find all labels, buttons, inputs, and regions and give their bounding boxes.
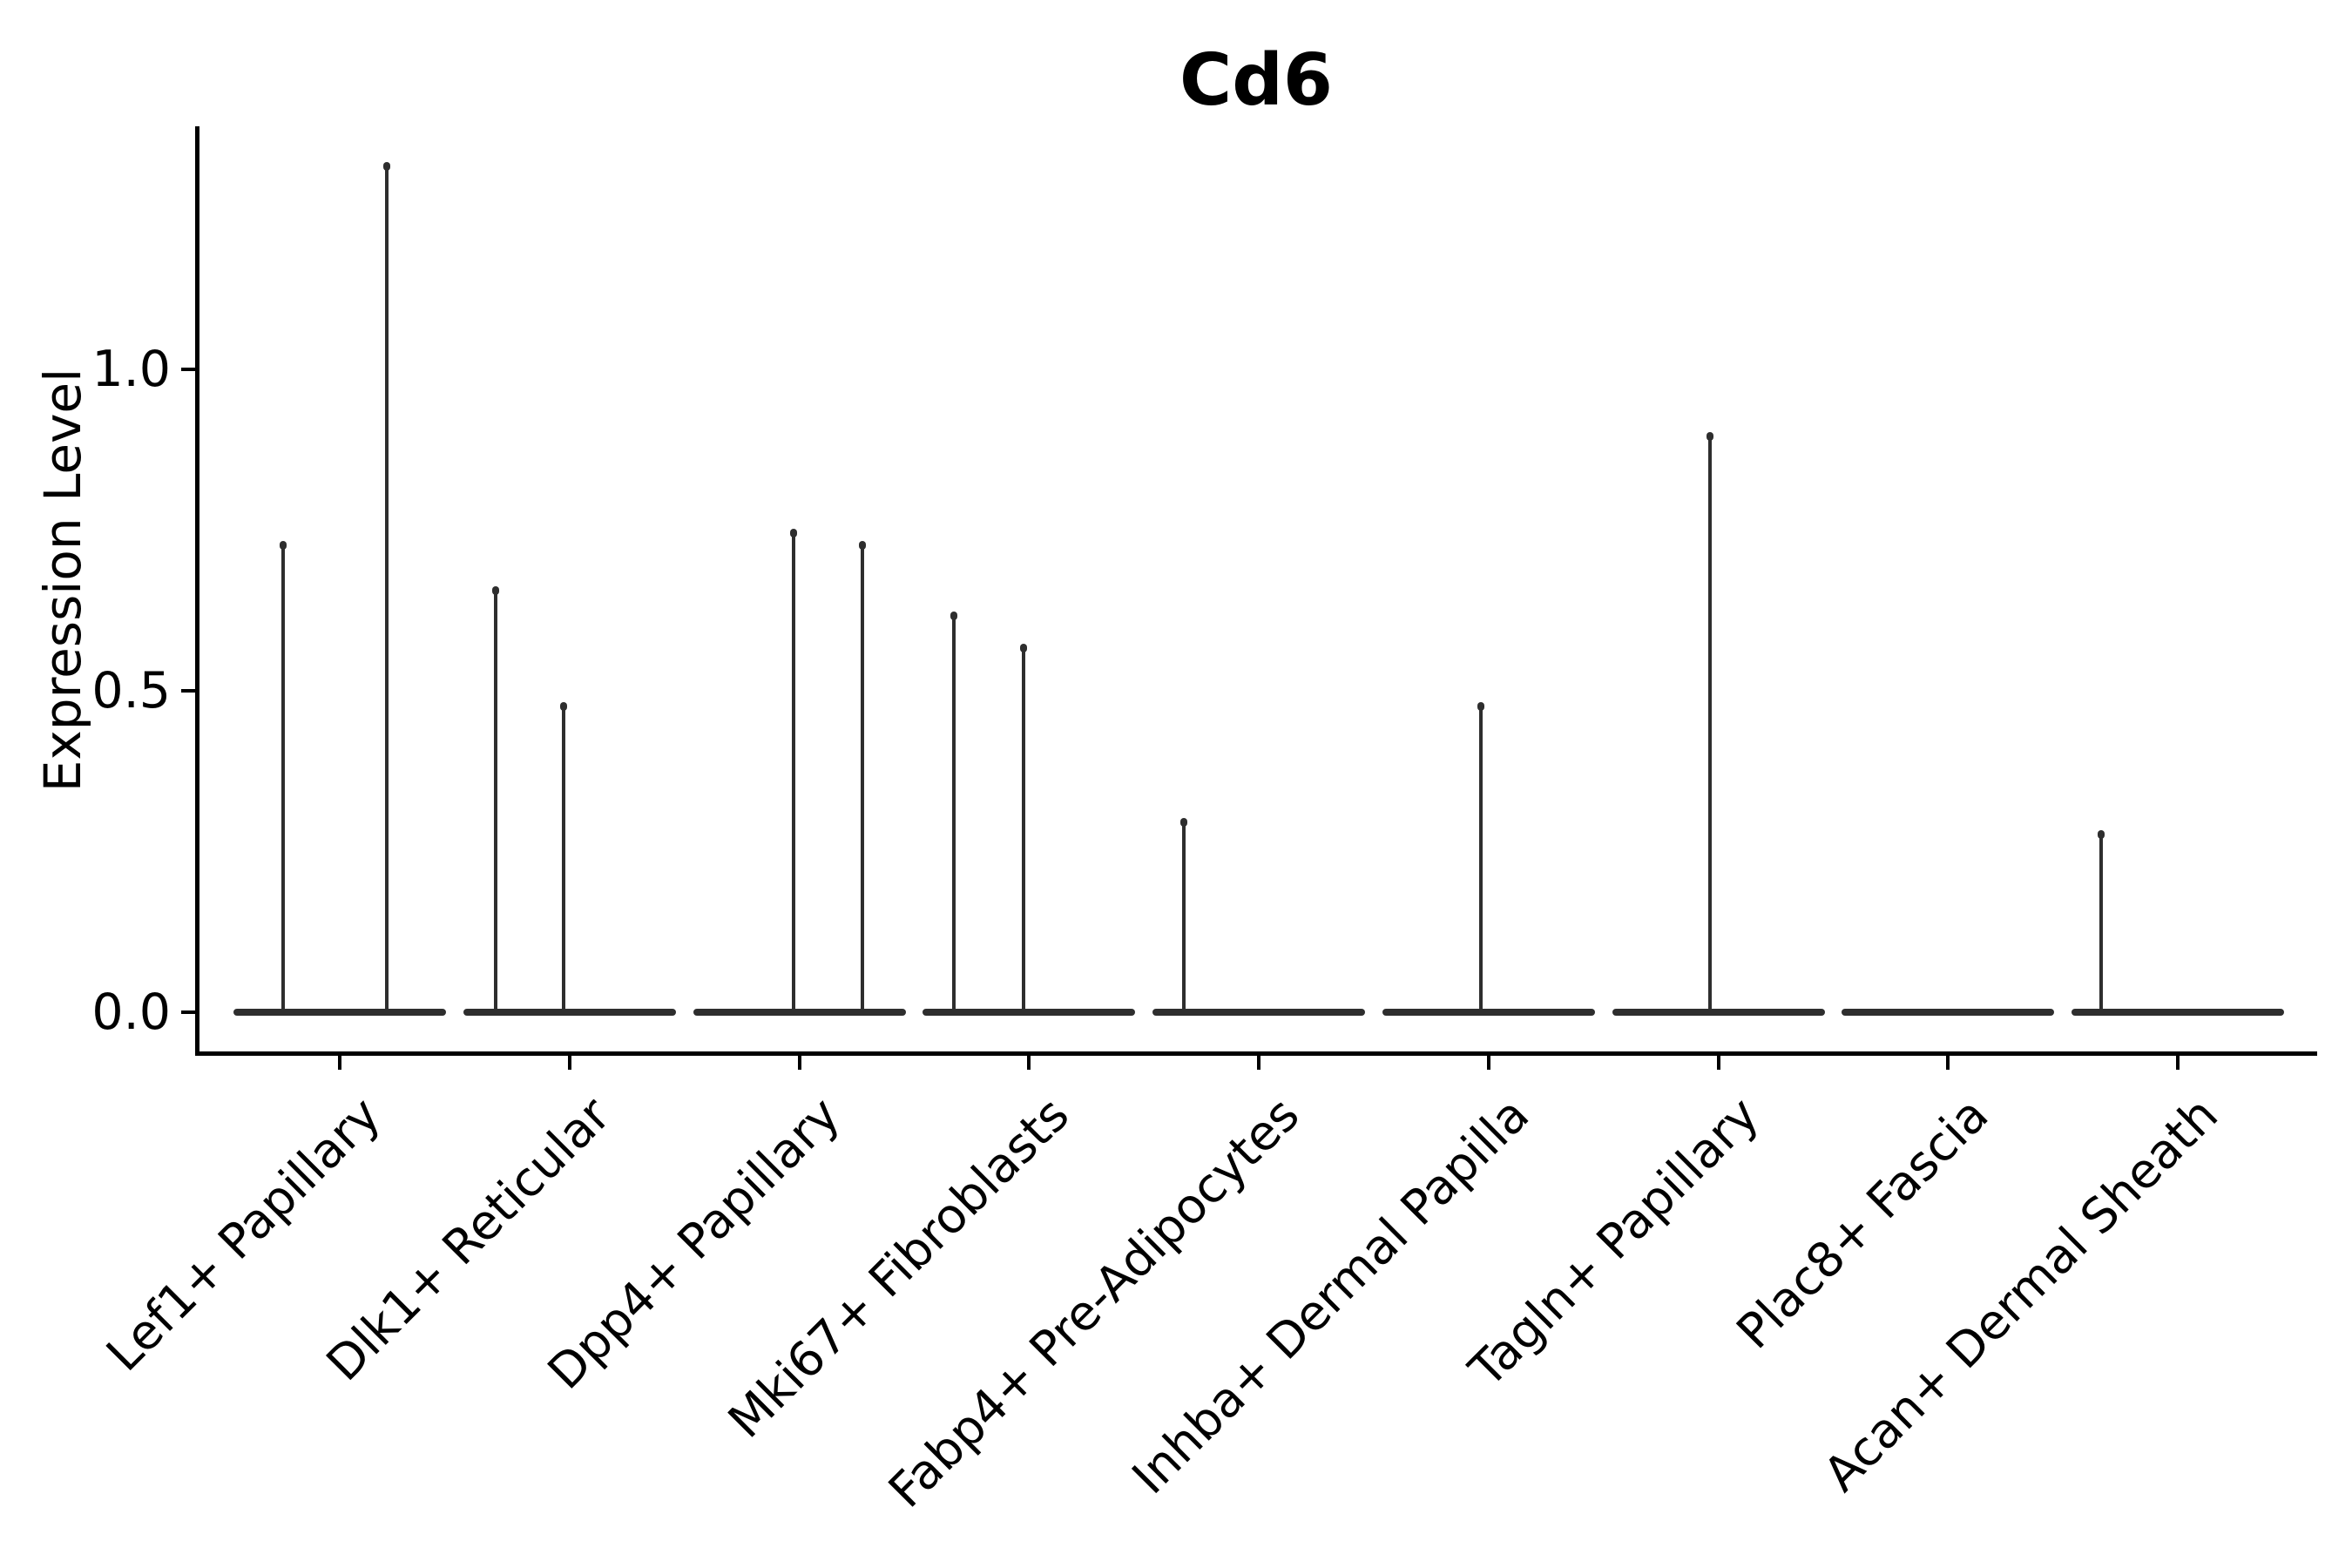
y-axis-spine — [195, 126, 199, 1056]
violin-spike-tip — [1706, 431, 1713, 441]
violin-baseline — [2072, 1009, 2284, 1016]
x-tick-label: Inhba+ Dermal Papilla — [1121, 1086, 1540, 1505]
x-tick-mark — [1946, 1056, 1950, 1070]
x-tick-mark — [1257, 1056, 1260, 1070]
y-tick-label: 0.5 — [91, 662, 171, 720]
violin-baseline — [233, 1009, 446, 1016]
x-tick-label: Acan+ Dermal Sheath — [1813, 1086, 2229, 1503]
violin-spike-tip — [1477, 701, 1484, 711]
violin-spike — [791, 530, 795, 1012]
x-tick-mark — [1716, 1056, 1720, 1070]
violin-spike-tip — [1180, 817, 1187, 827]
violin-spike — [1022, 645, 1026, 1012]
y-tick-mark — [181, 1010, 195, 1014]
violin-spike-tip — [1020, 644, 1028, 653]
x-tick-mark — [1027, 1056, 1031, 1070]
y-axis-title: Expression Level — [33, 368, 92, 793]
x-tick-mark — [1486, 1056, 1490, 1070]
violin-baseline — [923, 1009, 1136, 1016]
violin-spike-tip — [559, 701, 567, 711]
violin-spike-tip — [858, 541, 866, 551]
violin-spike-tip — [2098, 830, 2105, 840]
x-tick-mark — [567, 1056, 571, 1070]
y-tick-label: 0.0 — [91, 983, 171, 1041]
violin-spike — [1478, 703, 1483, 1012]
violin-baseline — [1152, 1009, 1365, 1016]
violin-spike — [2099, 832, 2103, 1012]
violin-spike-tip — [491, 585, 499, 595]
x-tick-label: Fabp4+ Pre-Adipocytes — [877, 1086, 1310, 1518]
violin-spike — [561, 703, 565, 1012]
violin-baseline — [1612, 1009, 1825, 1016]
violin-spike-tip — [789, 528, 797, 537]
violin-baseline — [463, 1009, 676, 1016]
x-tick-mark — [2176, 1056, 2180, 1070]
violin-spike — [1182, 819, 1186, 1012]
x-axis-spine — [195, 1051, 2317, 1056]
chart-title: Cd6 — [1179, 39, 1333, 122]
y-tick-mark — [181, 368, 195, 371]
violin-spike — [860, 543, 864, 1012]
y-tick-mark — [181, 689, 195, 693]
violin-spike-tip — [950, 612, 958, 621]
violin-spike — [493, 587, 497, 1012]
violin-spike — [952, 613, 956, 1012]
x-tick-mark — [338, 1056, 341, 1070]
violin-spike-tip — [383, 161, 390, 171]
violin-baseline — [693, 1009, 906, 1016]
violin-spike-tip — [280, 541, 287, 551]
violin-spike — [1707, 433, 1712, 1012]
violin-baseline — [1382, 1009, 1595, 1016]
violin-spike — [281, 543, 285, 1012]
violin-spike — [385, 163, 389, 1012]
y-tick-label: 1.0 — [91, 341, 171, 398]
violin-baseline — [1842, 1009, 2055, 1016]
x-tick-mark — [797, 1056, 801, 1070]
